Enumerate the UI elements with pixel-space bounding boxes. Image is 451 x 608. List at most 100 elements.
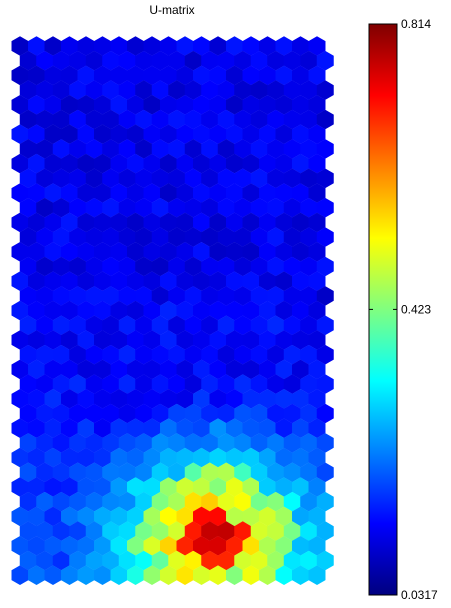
hex-cell xyxy=(102,374,120,394)
hex-cell xyxy=(85,550,103,571)
hex-cell xyxy=(275,124,293,144)
hex-cell xyxy=(308,565,326,585)
hex-cell xyxy=(259,359,276,380)
hex-cell xyxy=(52,197,70,218)
hex-cell xyxy=(143,124,161,144)
hex-cell xyxy=(209,330,227,350)
hex-cell xyxy=(184,344,202,365)
hex-cell xyxy=(283,168,301,189)
hex-cell xyxy=(226,506,243,527)
hex-cell xyxy=(267,550,285,571)
hex-cell xyxy=(184,80,202,100)
hex-cell xyxy=(201,521,219,541)
hex-cell xyxy=(226,124,243,144)
hex-cell xyxy=(11,330,29,350)
hex-cell xyxy=(292,95,309,115)
hex-cell xyxy=(292,565,309,585)
hex-cell xyxy=(275,95,293,115)
hex-cell xyxy=(61,565,78,585)
hex-cell xyxy=(151,462,169,483)
hex-cell xyxy=(259,330,276,350)
hex-cell xyxy=(127,330,144,350)
hex-cell xyxy=(19,197,37,218)
hex-cell xyxy=(217,462,235,483)
hex-cell xyxy=(135,550,153,571)
hex-cell xyxy=(242,183,260,203)
hex-cell xyxy=(52,433,70,453)
hex-cell xyxy=(168,374,186,394)
hex-cell xyxy=(28,153,45,174)
hex-cell xyxy=(36,433,54,453)
hex-cell xyxy=(118,374,136,394)
hex-cell xyxy=(85,315,103,336)
hex-cell xyxy=(44,153,62,174)
hex-cell xyxy=(168,462,186,483)
hex-cell xyxy=(69,80,87,100)
hex-cell xyxy=(217,315,235,336)
hex-cell xyxy=(102,109,120,130)
hex-cell xyxy=(28,36,45,56)
hex-cell xyxy=(151,256,169,277)
hex-cell xyxy=(234,521,252,541)
hex-cell xyxy=(275,242,293,262)
hex-cell xyxy=(184,491,202,512)
hex-cell xyxy=(193,153,210,174)
hex-cell xyxy=(94,212,111,233)
hex-cell xyxy=(308,65,326,86)
hex-cell xyxy=(217,550,235,571)
hex-cell xyxy=(226,418,243,438)
hex-cell xyxy=(275,389,293,409)
hex-cell xyxy=(69,315,87,336)
hex-cell xyxy=(77,212,95,233)
hex-cell xyxy=(110,536,128,556)
hex-cell xyxy=(292,65,309,86)
hex-cell xyxy=(118,433,136,453)
hex-cell xyxy=(135,286,153,306)
hex-cell xyxy=(118,197,136,218)
hex-cell xyxy=(308,242,326,262)
hex-cell xyxy=(300,50,318,71)
hex-cell xyxy=(28,330,45,350)
hex-cell xyxy=(292,300,309,321)
hex-cell xyxy=(127,212,144,233)
hex-cell xyxy=(316,344,334,365)
hex-cell xyxy=(201,462,219,483)
hex-cell xyxy=(102,197,120,218)
hex-cell xyxy=(209,389,227,409)
hex-cell xyxy=(292,242,309,262)
hex-cell xyxy=(259,565,276,585)
hex-cell xyxy=(168,80,186,100)
hex-cell xyxy=(300,315,318,336)
hex-cell xyxy=(234,256,252,277)
hex-cell xyxy=(300,139,318,159)
hex-cell xyxy=(308,153,326,174)
hex-cell xyxy=(77,300,95,321)
hex-cell xyxy=(143,477,161,497)
hex-cell xyxy=(217,374,235,394)
hex-cell xyxy=(283,550,301,571)
hex-cell xyxy=(135,462,153,483)
hex-cell xyxy=(201,197,219,218)
hex-cell xyxy=(102,227,120,247)
hex-cell xyxy=(168,168,186,189)
hex-cell xyxy=(267,403,285,424)
hex-cell xyxy=(275,271,293,291)
hex-cell xyxy=(28,65,45,86)
hex-cell xyxy=(77,565,95,585)
hex-cell xyxy=(110,300,128,321)
hex-cell xyxy=(234,227,252,247)
hex-cell xyxy=(300,109,318,130)
hex-cell xyxy=(69,521,87,541)
hex-cell xyxy=(94,389,111,409)
hex-cell xyxy=(168,227,186,247)
hex-cell xyxy=(135,433,153,453)
hex-cell xyxy=(28,212,45,233)
hex-cell xyxy=(94,95,111,115)
hex-cell xyxy=(201,550,219,571)
hex-cell xyxy=(275,506,293,527)
hex-cell xyxy=(292,36,309,56)
hex-cell xyxy=(85,227,103,247)
hex-cell xyxy=(234,550,252,571)
hex-cell xyxy=(85,80,103,100)
hex-cell xyxy=(209,242,227,262)
